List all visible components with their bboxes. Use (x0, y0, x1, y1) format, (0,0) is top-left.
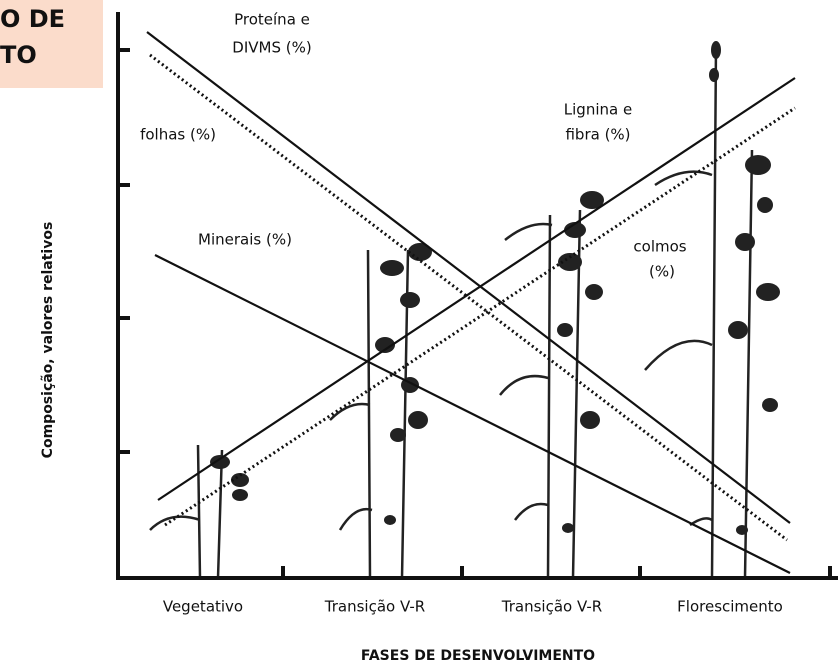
line-label: Lignina e (564, 101, 632, 119)
line-label: Minerais (%) (198, 231, 292, 249)
line-label: DIVMS (%) (232, 39, 311, 57)
x-category: Transição V-R (501, 598, 602, 616)
header-line: O DE (0, 5, 65, 33)
line-label: colmos (633, 238, 686, 256)
x-axis-title: FASES DE DESENVOLVIMENTO (361, 648, 595, 664)
line-label: Proteína e (234, 11, 310, 29)
x-category: Vegetativo (163, 598, 243, 616)
x-category: Transição V-R (324, 598, 425, 616)
line-label: fibra (%) (565, 126, 630, 144)
y-axis-title: Composição, valores relativos (40, 222, 56, 459)
header-line: TO (0, 41, 37, 69)
x-category: Florescimento (677, 598, 783, 616)
plants (150, 41, 780, 578)
line-label: (%) (649, 263, 675, 281)
diagram: O DE TO Proteína e DIVMS (%) folhas (%) … (0, 0, 838, 667)
line-label: folhas (%) (140, 126, 216, 144)
axes (116, 12, 838, 580)
